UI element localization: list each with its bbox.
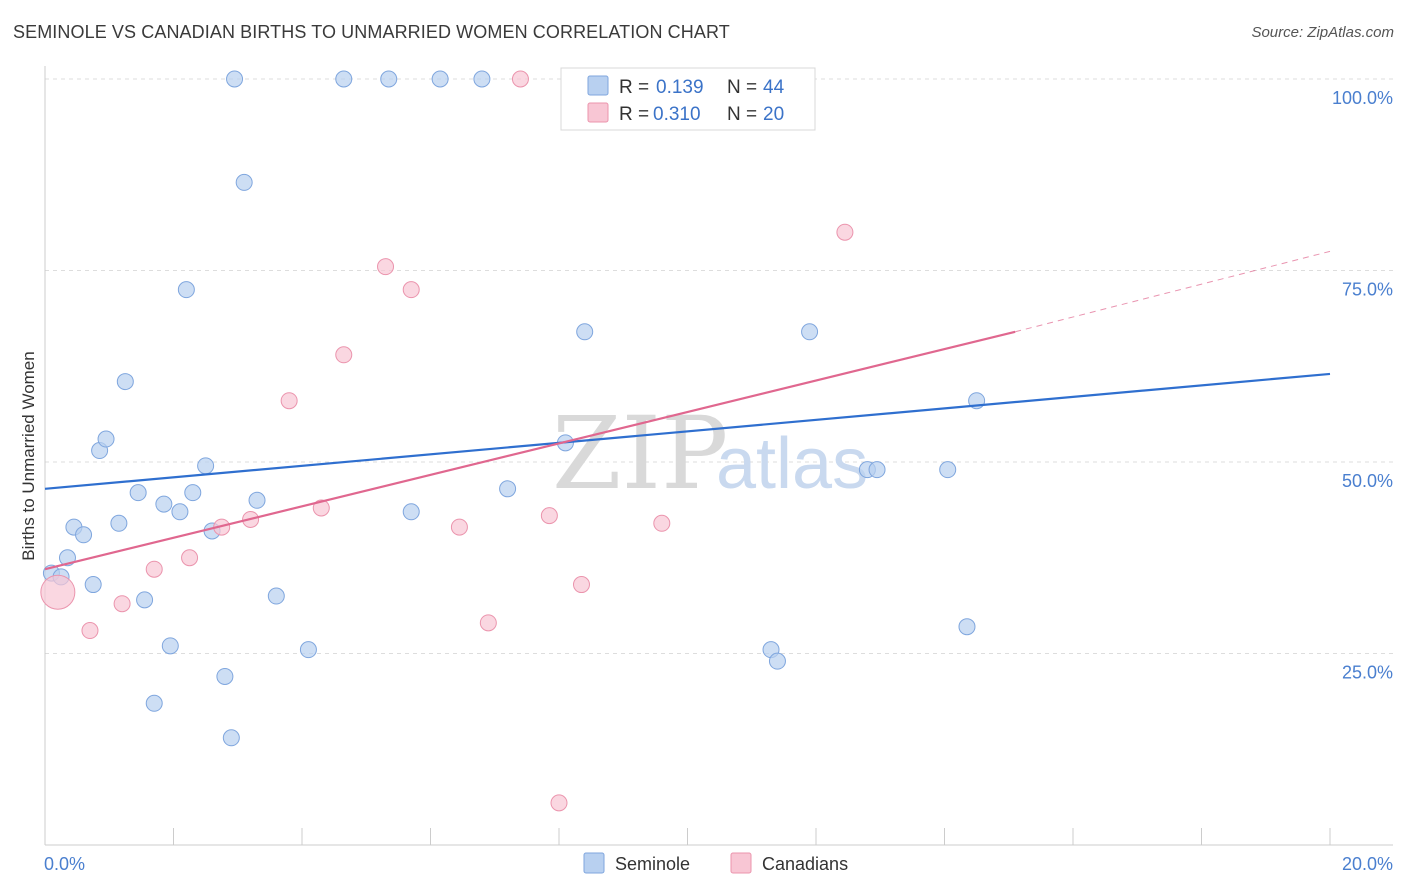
seminole-point (958, 618, 976, 636)
seminole-point (226, 70, 244, 88)
y-tick-label: 50.0% (1342, 471, 1393, 491)
legend-r-label: R = (619, 77, 649, 98)
seminole-point (939, 461, 957, 479)
seminole-point (197, 457, 215, 475)
seminole-point (97, 430, 115, 448)
bottom-legend-canadians: Canadians (762, 854, 848, 874)
legend: R = 0.139 N = 44 R = 0.310 N = 20 (560, 67, 816, 131)
bottom-legend: Seminole Canadians (583, 852, 848, 874)
seminole-point (155, 495, 173, 513)
canadians-point (113, 595, 131, 613)
seminole-point (235, 173, 253, 191)
seminole-point (473, 70, 491, 88)
x-tick-label: 20.0% (1342, 854, 1393, 874)
y-axis-label: Births to Unmarried Women (19, 351, 38, 560)
seminole-point (299, 641, 317, 659)
legend-n-value: 20 (763, 104, 784, 125)
seminole-point (801, 323, 819, 341)
legend-n-value: 44 (763, 77, 785, 98)
seminole-point (116, 373, 134, 391)
seminole-point (177, 281, 195, 299)
canadians-point (402, 281, 420, 299)
watermark-atlas: atlas (716, 424, 868, 504)
grid (45, 78, 1393, 654)
y-tick-labels: 25.0% 50.0% 75.0% 100.0% (1332, 88, 1393, 683)
chart-title: SEMINOLE VS CANADIAN BIRTHS TO UNMARRIED… (13, 22, 730, 42)
canadians-point (572, 576, 590, 594)
canadians-point (312, 499, 330, 517)
legend-swatch-seminole (587, 75, 609, 96)
seminole-point (110, 514, 128, 532)
legend-n-label: N = (727, 77, 757, 98)
canadians-trend-extension (1015, 250, 1331, 333)
legend-r-value: 0.310 (653, 104, 701, 125)
seminole-point (768, 652, 786, 670)
canadians-point (335, 346, 353, 364)
seminole-point (431, 70, 449, 88)
canadians-point (280, 392, 298, 410)
x-tick-labels: 0.0% 20.0% (44, 854, 1393, 874)
seminole-point (499, 480, 517, 498)
y-tick-label: 100.0% (1332, 88, 1393, 108)
canadians-point (81, 622, 99, 640)
canadians-point (145, 560, 163, 578)
bottom-legend-swatch-canadians (730, 852, 752, 874)
canadians-point (550, 794, 568, 812)
seminole-point (184, 484, 202, 502)
legend-r-value: 0.139 (656, 77, 704, 98)
seminole-point (75, 526, 93, 544)
canadians-point (511, 70, 529, 88)
seminole-point (84, 576, 102, 594)
seminole-point (248, 491, 266, 509)
canadians-point (450, 518, 468, 536)
legend-swatch-canadians (587, 102, 609, 123)
watermark: ZIP atlas (552, 395, 868, 512)
bottom-legend-seminole: Seminole (615, 854, 690, 874)
source-label: Source: ZipAtlas.com (1251, 24, 1394, 41)
axes (44, 66, 1393, 846)
canadians-point (653, 514, 671, 532)
x-tick-label: 0.0% (44, 854, 85, 874)
canadians-points (40, 70, 854, 812)
y-tick-label: 25.0% (1342, 663, 1393, 683)
canadians-point (479, 614, 497, 632)
seminole-point (216, 667, 234, 685)
canadians-trend-line (44, 330, 1016, 571)
seminole-point (576, 323, 594, 341)
canadians-point (836, 223, 854, 241)
watermark-zip: ZIP (552, 395, 728, 512)
seminole-point (222, 729, 240, 747)
legend-n-label: N = (727, 104, 757, 125)
legend-r-label: R = (619, 104, 649, 125)
y-tick-label: 75.0% (1342, 280, 1393, 300)
canadians-point (40, 574, 76, 610)
canadians-point (377, 258, 395, 276)
seminole-point (136, 591, 154, 609)
canadians-point (540, 507, 558, 525)
seminole-point (402, 503, 420, 521)
seminole-points (42, 70, 986, 747)
seminole-trend-line (44, 372, 1331, 490)
seminole-point (171, 503, 189, 521)
canadians-point (181, 549, 199, 567)
seminole-point (145, 694, 163, 712)
seminole-point (868, 461, 886, 479)
trend-lines (44, 250, 1331, 571)
bottom-legend-swatch-seminole (583, 852, 605, 874)
seminole-point (267, 587, 285, 605)
seminole-point (161, 637, 179, 655)
seminole-point (380, 70, 398, 88)
seminole-point (335, 70, 353, 88)
seminole-point (129, 484, 147, 502)
